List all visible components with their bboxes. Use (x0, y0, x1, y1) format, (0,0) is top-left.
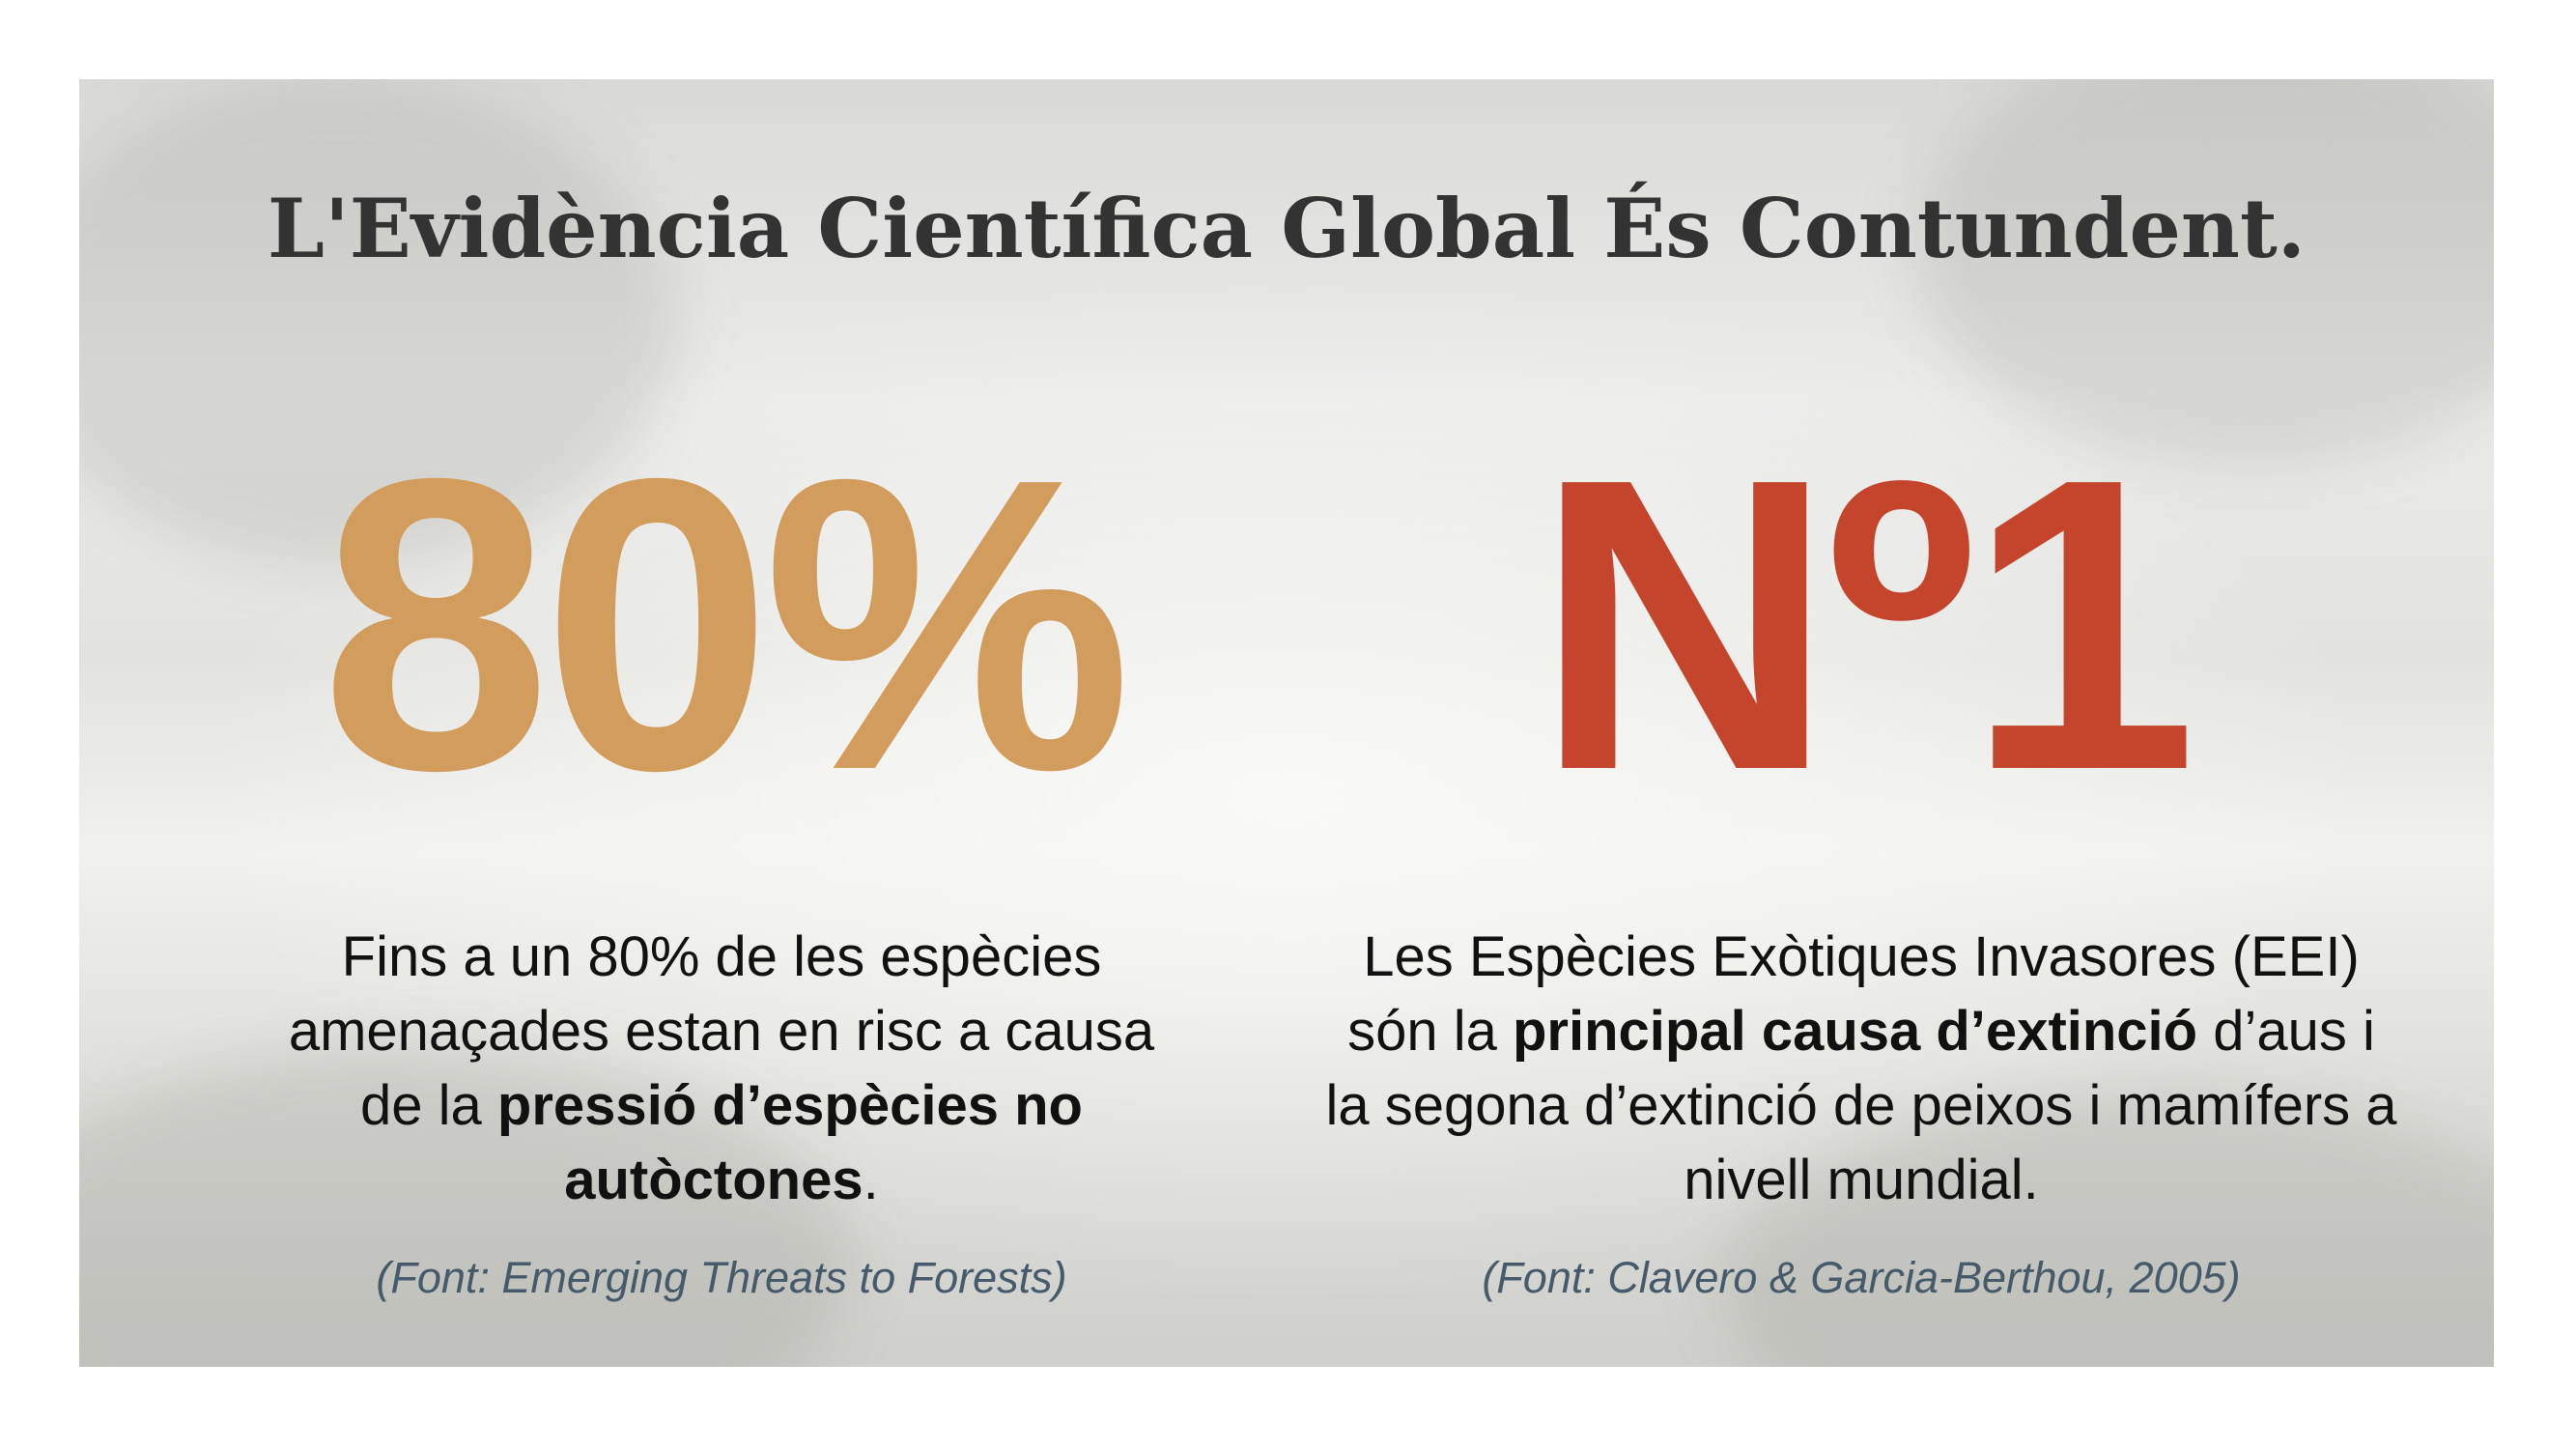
stat-figure: 80% (320, 393, 1133, 857)
bold-text: principal causa d’extinció (1512, 1000, 2198, 1063)
text: Les Espècies Exòtiques Invasores (EEI) s… (1347, 925, 2360, 1063)
source: (Font: Emerging Threats to Forests) (376, 1253, 1067, 1302)
text: d’aus i la segona d’extinció de peixos i… (1325, 1000, 2397, 1211)
background-shade (79, 79, 678, 562)
slide: L'Evidència Científica Global És Contund… (79, 79, 2494, 1367)
bold-text: pressió d’espècies no autòctones (496, 1074, 1083, 1211)
text: . (863, 1149, 879, 1211)
stat-description: Les Espècies Exòtiques Invasores (EEI) s… (1325, 920, 2397, 1217)
slide-title: L'Evidència Científica Global És Contund… (267, 181, 2307, 276)
stat-figure: Nº1 (1534, 393, 2198, 857)
text: Fins a un 80% de les espècies amenaçades… (288, 925, 1155, 1137)
source: (Font: Clavero & Garcia-Berthou, 2005) (1482, 1253, 2241, 1302)
stat-description: Fins a un 80% de les espècies amenaçades… (263, 920, 1180, 1217)
